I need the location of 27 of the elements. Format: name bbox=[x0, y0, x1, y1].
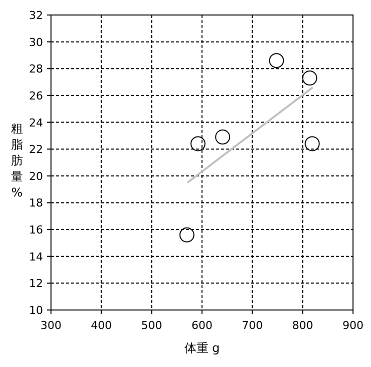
x-tick-label: 800 bbox=[292, 319, 314, 332]
x-tick-label: 700 bbox=[242, 319, 263, 332]
point bbox=[190, 136, 206, 152]
x-tick-label: 500 bbox=[141, 319, 162, 332]
point bbox=[268, 53, 284, 68]
point bbox=[302, 70, 318, 86]
y-tick-label: 22 bbox=[29, 143, 43, 156]
x-tick-label: 900 bbox=[342, 319, 364, 332]
x-axis-title: 体重 g bbox=[184, 341, 220, 355]
y-tick-label: 12 bbox=[29, 277, 43, 290]
y-tick-label: 14 bbox=[29, 250, 43, 264]
y-tick-label: 32 bbox=[29, 9, 43, 22]
y-tick-label: 28 bbox=[29, 62, 43, 76]
y-tick-label: 18 bbox=[29, 196, 43, 210]
point bbox=[179, 227, 194, 242]
y-tick-label: 30 bbox=[29, 36, 43, 49]
y-tick-label: 24 bbox=[29, 116, 43, 130]
point bbox=[304, 136, 320, 152]
y-tick-label: 16 bbox=[29, 224, 43, 237]
x-tick-label: 400 bbox=[90, 319, 112, 332]
x-tick-label: 600 bbox=[192, 319, 212, 332]
point bbox=[215, 130, 230, 145]
y-tick-label: 20 bbox=[29, 170, 43, 183]
x-tick-label: 300 bbox=[40, 319, 62, 332]
y-axis-title: 粗脂肪量% bbox=[11, 122, 23, 200]
y-tick-label: 10 bbox=[29, 304, 43, 317]
y-tick-label: 26 bbox=[29, 89, 43, 102]
